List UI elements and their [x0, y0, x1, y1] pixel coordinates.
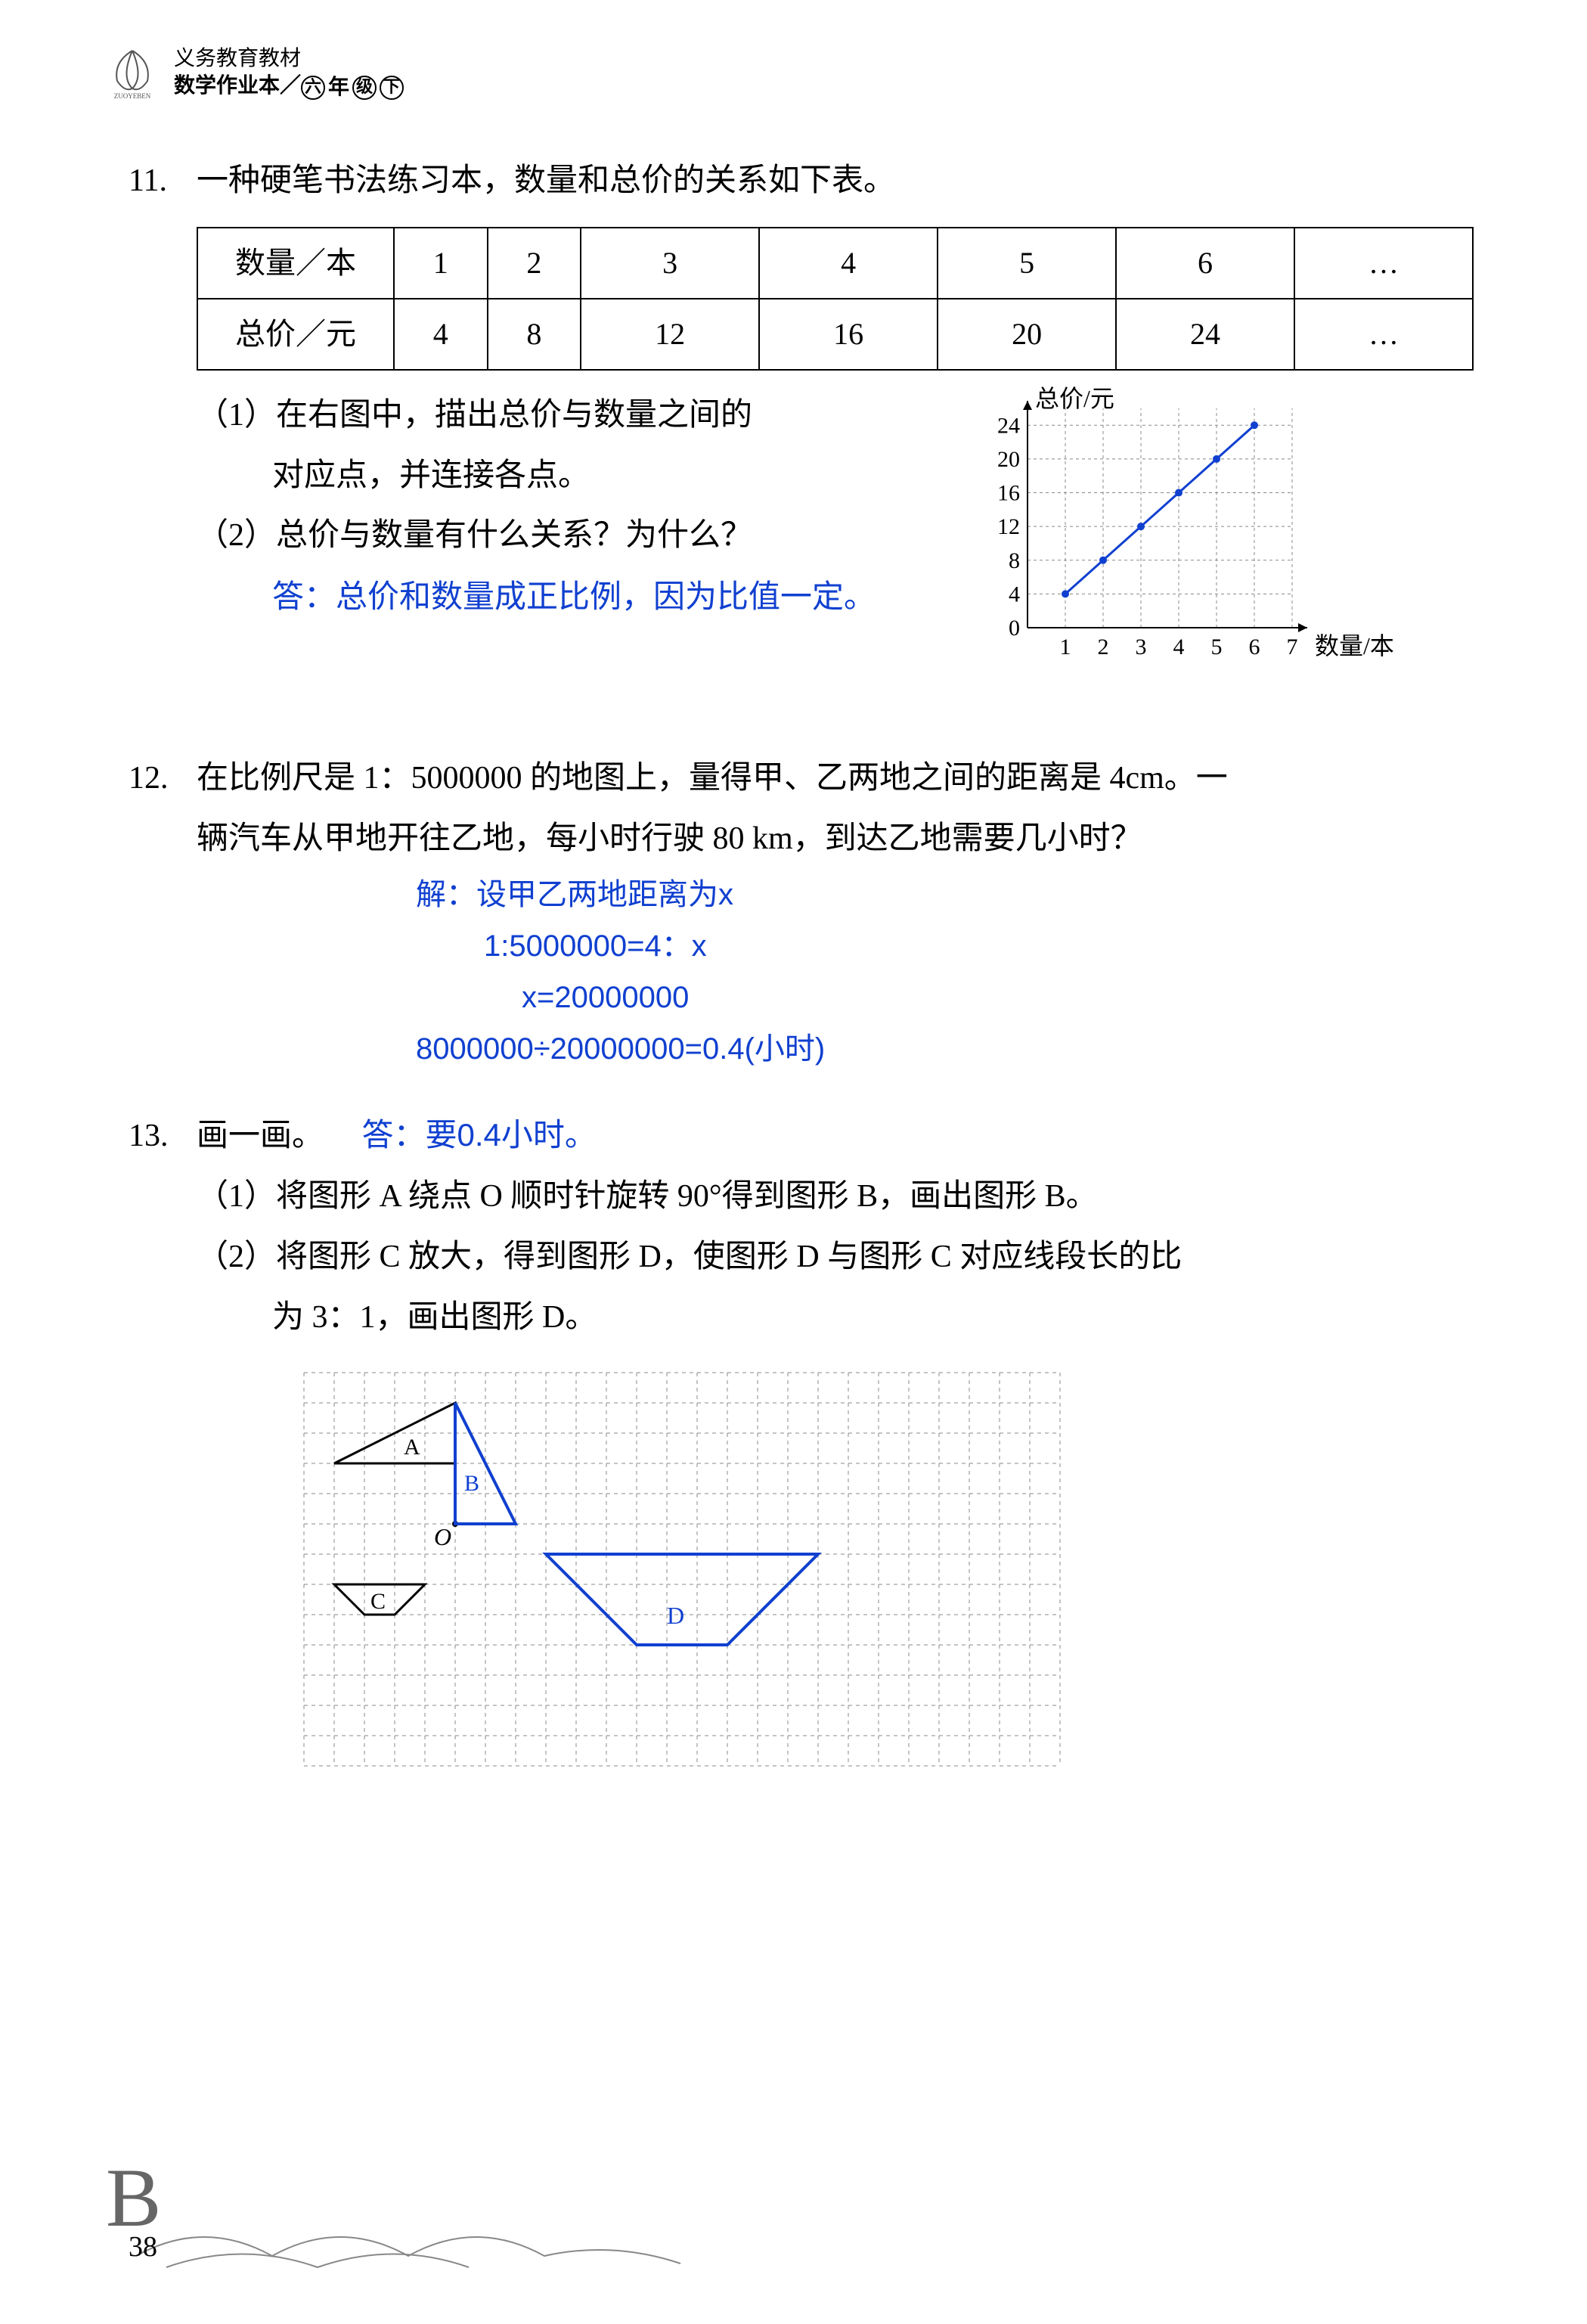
line-chart: 048121620241234567总价/元数量/本 [967, 386, 1406, 673]
sub-text: 将图形 A 绕点 O 顺时针旋转 90°得到图形 B，画出图形 B。 [276, 1179, 1098, 1214]
sub-text: 在右图中，描出总价与数量之间的 [276, 398, 752, 433]
table-cell: 6 [1116, 228, 1294, 299]
svg-text:总价/元: 总价/元 [1035, 386, 1114, 412]
sub-text: 为 3：1，画出图形 D。 [272, 1288, 1474, 1348]
problem-number: 11. [129, 151, 197, 212]
problem-number: 12. [129, 749, 197, 809]
svg-text:16: 16 [997, 480, 1020, 505]
content: 11.一种硬笔书法练习本，数量和总价的关系如下表。 数量／本 1 2 3 4 5… [129, 151, 1474, 1833]
header-line1: 义务教育教材 [174, 45, 404, 73]
solution-block: 解：设甲乙两地距离为x 1:5000000=4：x x=20000000 800… [416, 869, 1474, 1075]
table-cell: … [1294, 228, 1473, 299]
problem-12: 12.在比例尺是 1：5000000 的地图上，量得甲、乙两地之间的距离是 4c… [129, 749, 1474, 1075]
problem-text: 一种硬笔书法练习本，数量和总价的关系如下表。 [197, 163, 895, 198]
table-cell: 8 [488, 299, 581, 370]
page-header: ZUOYEBEN 义务教育教材 数学作业本／ 六年级下 [106, 45, 404, 101]
problem-11: 11.一种硬笔书法练习本，数量和总价的关系如下表。 数量／本 1 2 3 4 5… [129, 151, 1474, 673]
header-text: 义务教育教材 数学作业本／ 六年级下 [174, 45, 404, 101]
table-cell: 1 [394, 228, 488, 299]
logo-icon: ZUOYEBEN [106, 47, 159, 100]
solution-line: 解：设甲乙两地距离为x [416, 869, 1474, 920]
svg-text:0: 0 [1009, 616, 1020, 641]
svg-text:O: O [434, 1523, 451, 1550]
svg-text:4: 4 [1009, 582, 1020, 607]
solution-line: x=20000000 [522, 972, 1474, 1023]
table-cell: 数量／本 [197, 228, 394, 299]
grid-diagram-wrap: A O B C D [302, 1371, 1474, 1789]
answer-text: 答：总价和数量成正比例，因为比值一定。 [272, 566, 899, 627]
sub-label: （2） [197, 518, 276, 553]
svg-text:C: C [370, 1589, 386, 1614]
svg-text:4: 4 [1173, 635, 1184, 659]
sub-left: （1）在右图中，描出总价与数量之间的 对应点，并连接各点。 （2）总价与数量有什… [197, 386, 899, 627]
problem-13: 13.画一画。 答：要0.4小时。 （1）将图形 A 绕点 O 顺时针旋转 90… [129, 1105, 1474, 1788]
table-cell: 4 [759, 228, 938, 299]
header-line2: 数学作业本／ 六年级下 [174, 73, 404, 101]
table-cell: 12 [581, 299, 759, 370]
table-row: 数量／本 1 2 3 4 5 6 … [197, 228, 1473, 299]
grid-diagram: A O B C D [302, 1371, 1062, 1767]
table-cell: 5 [938, 228, 1116, 299]
sub-right: 048121620241234567总价/元数量/本 [899, 386, 1474, 673]
table-cell: 24 [1116, 299, 1294, 370]
page-number: 38 [129, 2230, 157, 2263]
svg-text:6: 6 [1248, 635, 1260, 659]
svg-text:A: A [404, 1435, 420, 1460]
svg-text:数量/本: 数量/本 [1315, 632, 1394, 659]
svg-text:ZUOYEBEN: ZUOYEBEN [114, 92, 151, 100]
table-row: 总价／元 4 8 12 16 20 24 … [197, 299, 1473, 370]
sub-text: 总价与数量有什么关系？为什么？ [276, 518, 752, 553]
solution-line: 1:5000000=4：x [484, 920, 1474, 972]
page: ZUOYEBEN 义务教育教材 数学作业本／ 六年级下 11.一种硬笔书法练习本… [0, 0, 1587, 2324]
table-cell: 20 [938, 299, 1116, 370]
answer-text: 答：要0.4小时。 [362, 1117, 597, 1153]
solution-line: 8000000÷20000000=0.4(小时) [416, 1023, 1474, 1075]
svg-text:8: 8 [1009, 548, 1020, 573]
footer-decoration: B [91, 2127, 771, 2279]
sub-text: 对应点，并连接各点。 [272, 446, 899, 507]
table-cell: 3 [581, 228, 759, 299]
sub-label: （2） [197, 1240, 276, 1274]
svg-text:5: 5 [1210, 635, 1222, 659]
problem-text: 辆汽车从甲地开往乙地，每小时行驶 80 km，到达乙地需要几小时？ [197, 809, 1474, 870]
table-cell: 16 [759, 299, 938, 370]
table-cell: 总价／元 [197, 299, 394, 370]
table-cell: … [1294, 299, 1473, 370]
sub-row: （1）在右图中，描出总价与数量之间的 对应点，并连接各点。 （2）总价与数量有什… [197, 386, 1474, 673]
svg-text:B: B [464, 1471, 479, 1496]
table-cell: 4 [394, 299, 488, 370]
problem-text: 画一画。 [197, 1119, 324, 1153]
table-cell: 2 [488, 228, 581, 299]
problem-number: 13. [129, 1106, 197, 1167]
svg-text:1: 1 [1059, 635, 1071, 659]
data-table: 数量／本 1 2 3 4 5 6 … 总价／元 4 8 12 16 20 24 [197, 227, 1474, 371]
svg-text:12: 12 [997, 514, 1020, 539]
sub-text: 将图形 C 放大，得到图形 D，使图形 D 与图形 C 对应线段长的比 [276, 1240, 1182, 1274]
svg-text:2: 2 [1097, 635, 1108, 659]
svg-text:20: 20 [997, 447, 1020, 472]
svg-text:24: 24 [997, 413, 1020, 438]
svg-text:7: 7 [1286, 635, 1297, 659]
sub-label: （1） [197, 398, 276, 433]
sub-label: （1） [197, 1179, 276, 1214]
problem-text: 在比例尺是 1：5000000 的地图上，量得甲、乙两地之间的距离是 4cm。一 [197, 761, 1228, 796]
svg-text:D: D [667, 1602, 684, 1629]
svg-text:3: 3 [1135, 635, 1146, 659]
